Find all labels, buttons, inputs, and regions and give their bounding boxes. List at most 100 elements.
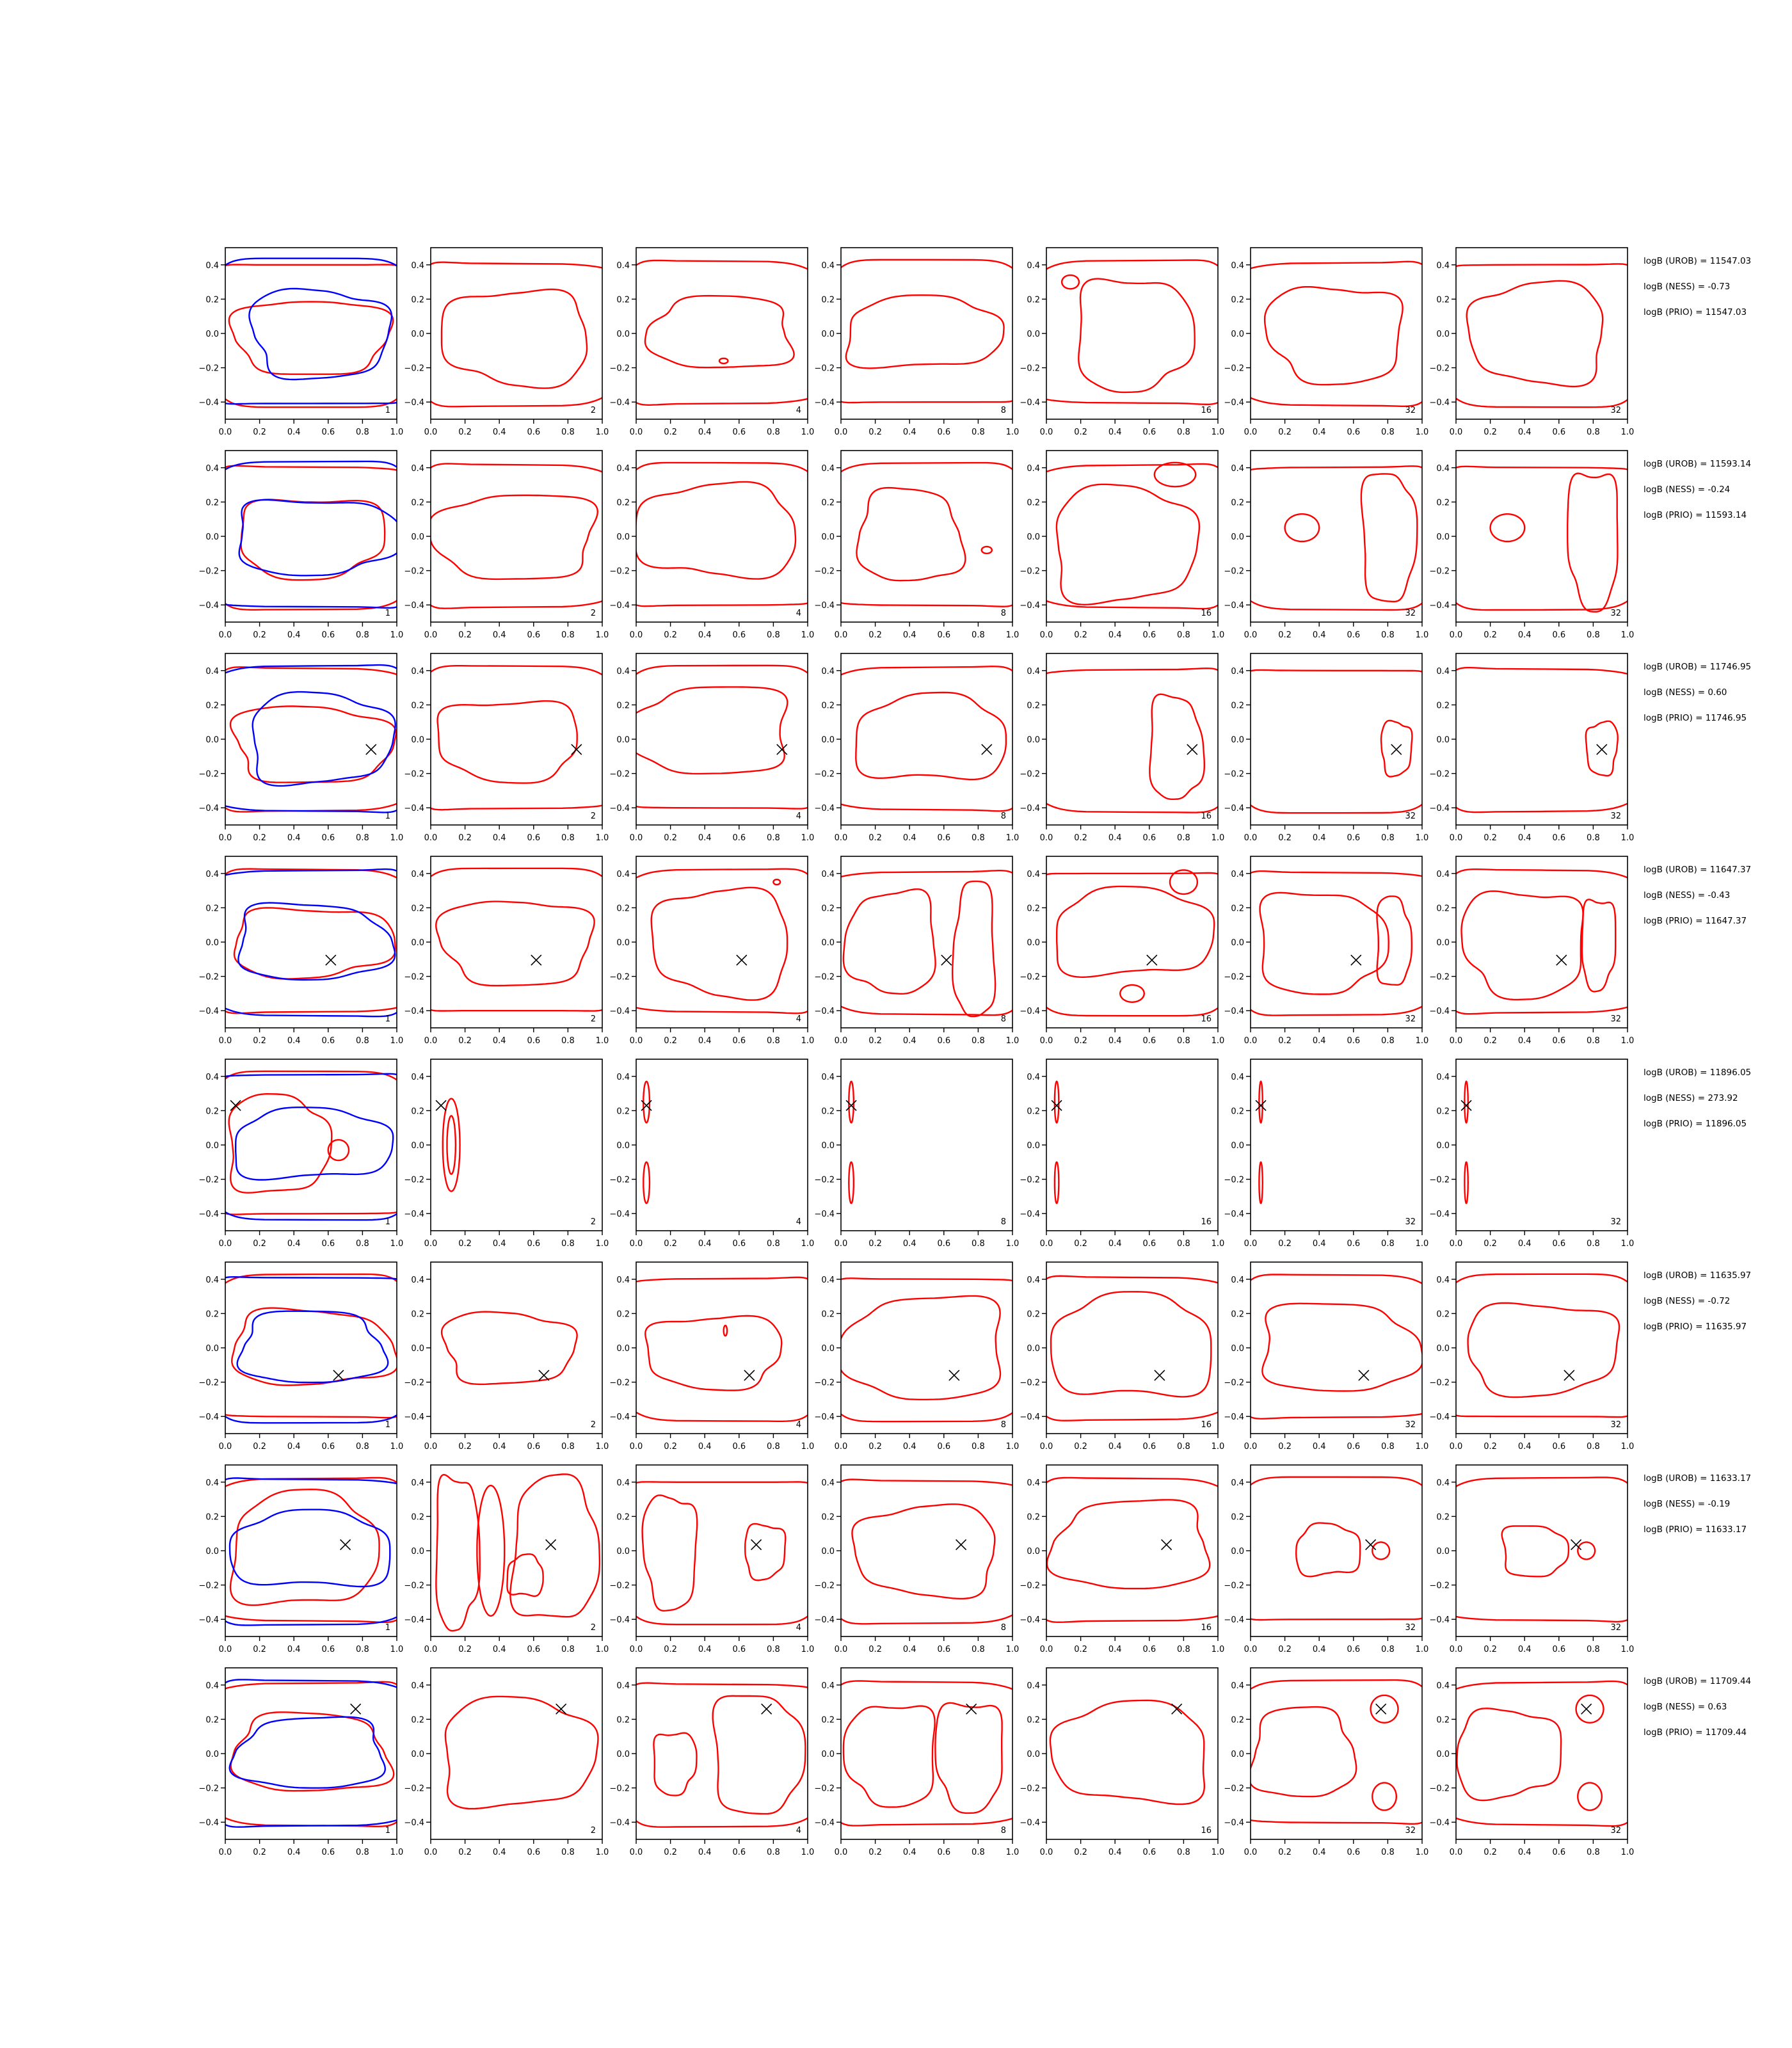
panel-label: 2 xyxy=(591,1014,596,1024)
x-marker xyxy=(736,954,748,966)
y-tick-label: −0.4 xyxy=(814,1818,835,1828)
x-tick-label: 0.0 xyxy=(424,1239,438,1249)
outer-contour-red xyxy=(636,259,808,406)
contour-red xyxy=(1575,1694,1604,1724)
y-tick-label: 0.4 xyxy=(205,1478,219,1488)
x-tick-label: 0.2 xyxy=(868,428,882,437)
y-tick-label: 0.4 xyxy=(411,870,424,879)
y-tick-label: −0.2 xyxy=(1429,770,1450,780)
contour-red xyxy=(1466,280,1604,388)
y-tick-label: 0.2 xyxy=(1231,1715,1244,1725)
subplot: 0.0 0.2 0.4 0.6 0.8 1.0 −0.4 −0.2 0.0 0.2 0.4 16 xyxy=(1020,653,1224,843)
outer-contour-red xyxy=(636,868,808,1014)
x-marker xyxy=(556,1703,567,1715)
x-tick-label: 1.0 xyxy=(1416,1645,1429,1654)
y-tick-label: 0.0 xyxy=(1027,1344,1040,1354)
x-tick-label: 0.4 xyxy=(493,1239,506,1249)
x-tick-label: 0.8 xyxy=(1587,630,1600,640)
x-tick-label: 0.6 xyxy=(1142,1036,1156,1046)
contour-red xyxy=(440,1311,578,1386)
y-tick-label: 0.2 xyxy=(821,1107,835,1116)
outer-contour-red xyxy=(431,261,602,408)
y-tick-label: 0.2 xyxy=(205,1715,219,1725)
y-tick-label: −0.2 xyxy=(1020,973,1040,982)
panel-label: 1 xyxy=(385,1623,390,1633)
logb-annotation: logB (PRIO) = 11635.97 xyxy=(1644,1322,1747,1332)
x-marker xyxy=(435,1100,447,1111)
x-tick-label: 0.2 xyxy=(253,1239,266,1249)
y-tick-label: 0.0 xyxy=(205,330,219,339)
x-tick-label: 0.4 xyxy=(493,1036,506,1046)
x-tick-label: 0.0 xyxy=(1244,428,1258,437)
x-tick-label: 1.0 xyxy=(1006,1442,1020,1452)
y-tick-label: −0.4 xyxy=(404,804,424,813)
y-tick-label: −0.2 xyxy=(1429,1784,1450,1794)
y-tick-label: −0.2 xyxy=(404,1176,424,1185)
x-tick-label: 0.8 xyxy=(972,428,985,437)
logb-annotation: logB (NESS) = -0.73 xyxy=(1644,282,1730,292)
x-marker xyxy=(1187,744,1198,755)
contour-red xyxy=(653,1732,698,1796)
y-tick-label: 0.2 xyxy=(821,498,835,508)
logb-annotation: logB (NESS) = -0.72 xyxy=(1644,1296,1730,1306)
axes-frame xyxy=(636,247,808,420)
y-tick-label: 0.0 xyxy=(1027,1141,1040,1151)
subplot: 0.0 0.2 0.4 0.6 0.8 1.0 −0.4 −0.2 0.0 0.2 0.4 1 xyxy=(198,450,403,640)
panel-label: 16 xyxy=(1201,1014,1212,1024)
outer-contour-blue xyxy=(225,1276,397,1424)
y-tick-label: −0.2 xyxy=(198,770,219,780)
axes-frame xyxy=(1455,1464,1628,1637)
y-tick-label: −0.2 xyxy=(1020,364,1040,374)
x-tick-label: 0.4 xyxy=(287,1645,301,1654)
x-tick-label: 0.2 xyxy=(253,428,266,437)
contour-red xyxy=(506,1553,544,1597)
x-tick-label: 0.0 xyxy=(835,1239,848,1249)
axes-frame xyxy=(840,1464,1013,1637)
axes-frame xyxy=(430,856,603,1028)
y-tick-label: −0.4 xyxy=(1020,1615,1040,1625)
outer-contour-blue xyxy=(225,664,397,813)
axes-frame xyxy=(1046,653,1219,826)
contour-red xyxy=(1501,1525,1570,1578)
contour-blue xyxy=(228,1716,387,1789)
outer-contour-red xyxy=(1251,1476,1422,1621)
panel-label: 32 xyxy=(1405,812,1416,821)
subplot: 0.0 0.2 0.4 0.6 0.8 1.0 −0.4 −0.2 0.0 0.2 0.4 32 xyxy=(1224,450,1428,640)
y-tick-label: −0.4 xyxy=(1224,1412,1244,1422)
y-tick-label: 0.0 xyxy=(1027,1750,1040,1759)
contour-red xyxy=(744,1523,787,1581)
x-tick-label: 0.0 xyxy=(1244,1645,1258,1654)
y-tick-label: 0.4 xyxy=(1231,1073,1244,1082)
y-tick-label: 0.2 xyxy=(616,498,630,508)
x-tick-label: 0.6 xyxy=(937,630,950,640)
y-tick-label: 0.2 xyxy=(205,1309,219,1319)
x-tick-label: 0.0 xyxy=(1450,1036,1463,1046)
y-tick-label: −0.4 xyxy=(1429,1615,1450,1625)
y-tick-label: −0.2 xyxy=(1224,1176,1244,1185)
y-tick-label: 0.4 xyxy=(1436,667,1450,676)
y-tick-label: 0.4 xyxy=(821,1276,835,1285)
contour-layer xyxy=(841,1277,1012,1423)
x-tick-label: 0.0 xyxy=(219,1848,232,1857)
x-tick-label: 0.8 xyxy=(972,630,985,640)
x-tick-label: 1.0 xyxy=(1621,1036,1635,1046)
x-tick-label: 0.6 xyxy=(527,1239,540,1249)
y-tick-label: 0.4 xyxy=(821,464,835,474)
y-tick-label: 0.0 xyxy=(616,1547,630,1556)
contour-blue xyxy=(236,1310,389,1384)
x-tick-label: 0.8 xyxy=(1177,1239,1190,1249)
y-tick-label: −0.2 xyxy=(198,1176,219,1185)
logb-annotation: logB (UROB) = 11547.03 xyxy=(1644,256,1751,266)
y-tick-label: 0.0 xyxy=(1436,1547,1450,1556)
x-tick-label: 1.0 xyxy=(596,1036,609,1046)
panel-label: 16 xyxy=(1201,1623,1212,1633)
y-tick-label: 0.2 xyxy=(411,904,424,913)
x-marker xyxy=(956,1539,967,1551)
x-tick-label: 0.2 xyxy=(1278,1442,1292,1452)
y-tick-label: 0.4 xyxy=(1231,464,1244,474)
x-tick-label: 0.6 xyxy=(321,1645,335,1654)
x-tick-label: 0.2 xyxy=(1484,1239,1497,1249)
y-tick-label: 0.2 xyxy=(1436,904,1450,913)
contour-red xyxy=(845,294,1005,369)
panel-label: 1 xyxy=(385,609,390,618)
